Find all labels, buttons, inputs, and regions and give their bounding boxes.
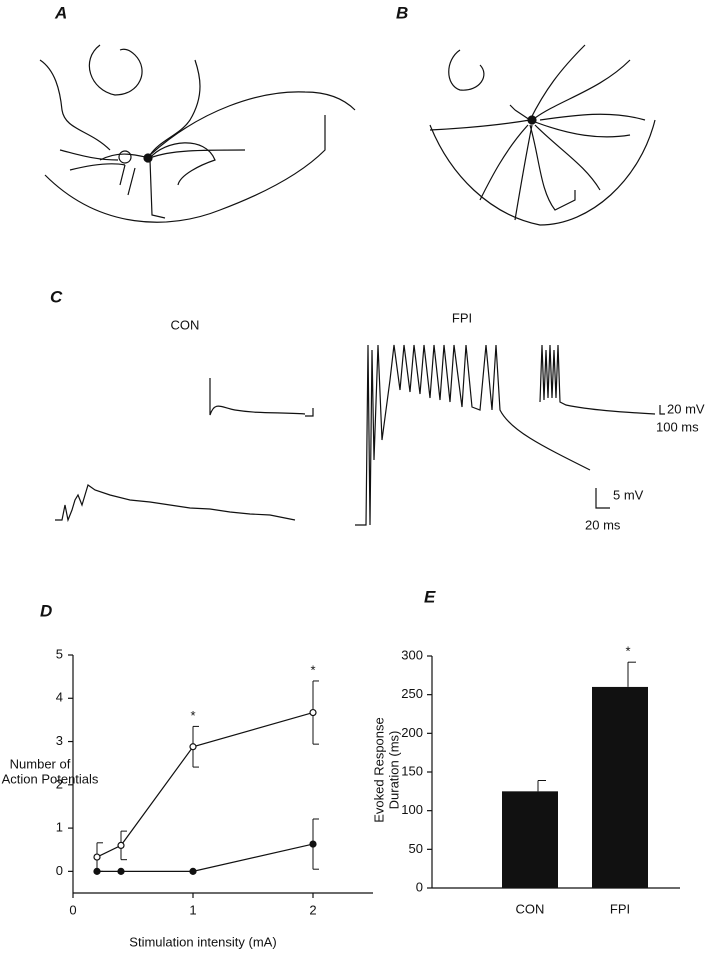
x-axis-label: Stimulation intensity (mA) xyxy=(129,934,276,949)
panel-label: D xyxy=(40,601,52,620)
significance-marker: * xyxy=(625,644,630,659)
x-tick-label: CON xyxy=(516,901,545,916)
data-point xyxy=(309,840,317,848)
voltage-trace xyxy=(55,344,665,526)
y-tick-label: 50 xyxy=(409,841,423,856)
panel-label: E xyxy=(424,587,436,606)
neuron-drawing xyxy=(429,44,656,226)
x-tick-label: FPI xyxy=(610,901,630,916)
y-axis-label: Evoked Response xyxy=(371,717,386,823)
y-tick-label: 200 xyxy=(401,725,423,740)
y-tick-label: 150 xyxy=(401,763,423,778)
significance-marker: * xyxy=(190,708,195,723)
scale-bar-label: 5 mV xyxy=(613,487,644,502)
data-point xyxy=(93,853,101,861)
bar xyxy=(592,686,648,888)
y-tick-label: 250 xyxy=(401,686,423,701)
panel-label: A xyxy=(54,3,67,22)
scale-bar-label: 20 mV xyxy=(667,401,705,416)
trace-label: FPI xyxy=(452,310,472,325)
y-tick-label: 0 xyxy=(416,879,423,894)
y-tick-label: 2 xyxy=(56,776,63,791)
panel-label: B xyxy=(396,3,408,22)
neuron-drawing xyxy=(39,44,356,223)
y-tick-label: 100 xyxy=(401,802,423,817)
x-tick-label: 1 xyxy=(189,902,196,917)
significance-marker: * xyxy=(310,662,315,677)
x-tick-label: 0 xyxy=(69,902,76,917)
y-tick-label: 5 xyxy=(56,646,63,661)
y-axis-label: Number of xyxy=(10,756,71,771)
x-tick-label: 2 xyxy=(309,902,316,917)
scale-bar-label: 100 ms xyxy=(656,419,699,434)
data-point xyxy=(189,743,197,751)
panel-label: C xyxy=(50,287,63,306)
y-tick-label: 4 xyxy=(56,690,63,705)
y-tick-label: 3 xyxy=(56,733,63,748)
scale-bar-label: 20 ms xyxy=(585,517,621,532)
y-tick-label: 1 xyxy=(56,820,63,835)
data-point xyxy=(189,867,197,875)
y-tick-label: 0 xyxy=(56,863,63,878)
series-line xyxy=(96,711,314,858)
data-point xyxy=(309,708,317,717)
data-point xyxy=(93,867,101,875)
series-line xyxy=(97,843,314,872)
y-axis-label: Duration (ms) xyxy=(386,731,401,810)
y-tick-label: 300 xyxy=(401,647,423,662)
data-point xyxy=(117,841,125,850)
y-axis-label: Action Potentials xyxy=(2,771,99,786)
data-point xyxy=(117,867,125,875)
trace-label: CON xyxy=(171,317,200,332)
bar xyxy=(502,791,558,888)
